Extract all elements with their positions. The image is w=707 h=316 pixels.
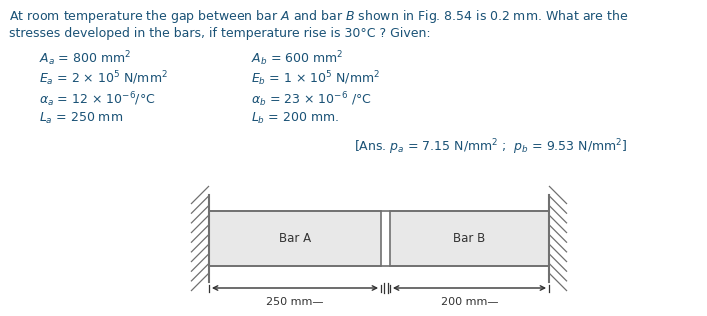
Bar bbox=[390, 211, 549, 266]
Text: $A_a$ = 800 mm$^2$: $A_a$ = 800 mm$^2$ bbox=[39, 49, 132, 68]
Text: 200 mm—: 200 mm— bbox=[440, 297, 498, 307]
Text: $\alpha_a$ = 12 × 10$^{-6}$/°C: $\alpha_a$ = 12 × 10$^{-6}$/°C bbox=[39, 90, 156, 109]
Text: $\alpha_b$ = 23 × 10$^{-6}$ /°C: $\alpha_b$ = 23 × 10$^{-6}$ /°C bbox=[251, 90, 372, 109]
Text: At room temperature the gap between bar $A$ and bar $B$ shown in Fig. 8.54 is 0.: At room temperature the gap between bar … bbox=[9, 8, 629, 25]
Text: [Ans. $p_a$ = 7.15 N/mm$^2$ ;  $p_b$ = 9.53 N/mm$^2$]: [Ans. $p_a$ = 7.15 N/mm$^2$ ; $p_b$ = 9.… bbox=[354, 137, 627, 157]
Text: stresses developed in the bars, if temperature rise is 30°C ? Given:: stresses developed in the bars, if tempe… bbox=[9, 27, 431, 40]
Text: $E_a$ = 2 × 10$^5$ N/mm$^2$: $E_a$ = 2 × 10$^5$ N/mm$^2$ bbox=[39, 70, 168, 88]
Text: $A_b$ = 600 mm$^2$: $A_b$ = 600 mm$^2$ bbox=[251, 49, 344, 68]
Bar bbox=[209, 211, 381, 266]
Text: 250 mm—: 250 mm— bbox=[267, 297, 324, 307]
Text: $E_b$ = 1 × 10$^5$ N/mm$^2$: $E_b$ = 1 × 10$^5$ N/mm$^2$ bbox=[251, 70, 380, 88]
Text: $L_b$ = 200 mm.: $L_b$ = 200 mm. bbox=[251, 111, 339, 126]
Text: $L_a$ = 250 mm: $L_a$ = 250 mm bbox=[39, 111, 123, 126]
Text: Bar A: Bar A bbox=[279, 232, 311, 245]
Text: Bar B: Bar B bbox=[453, 232, 486, 245]
